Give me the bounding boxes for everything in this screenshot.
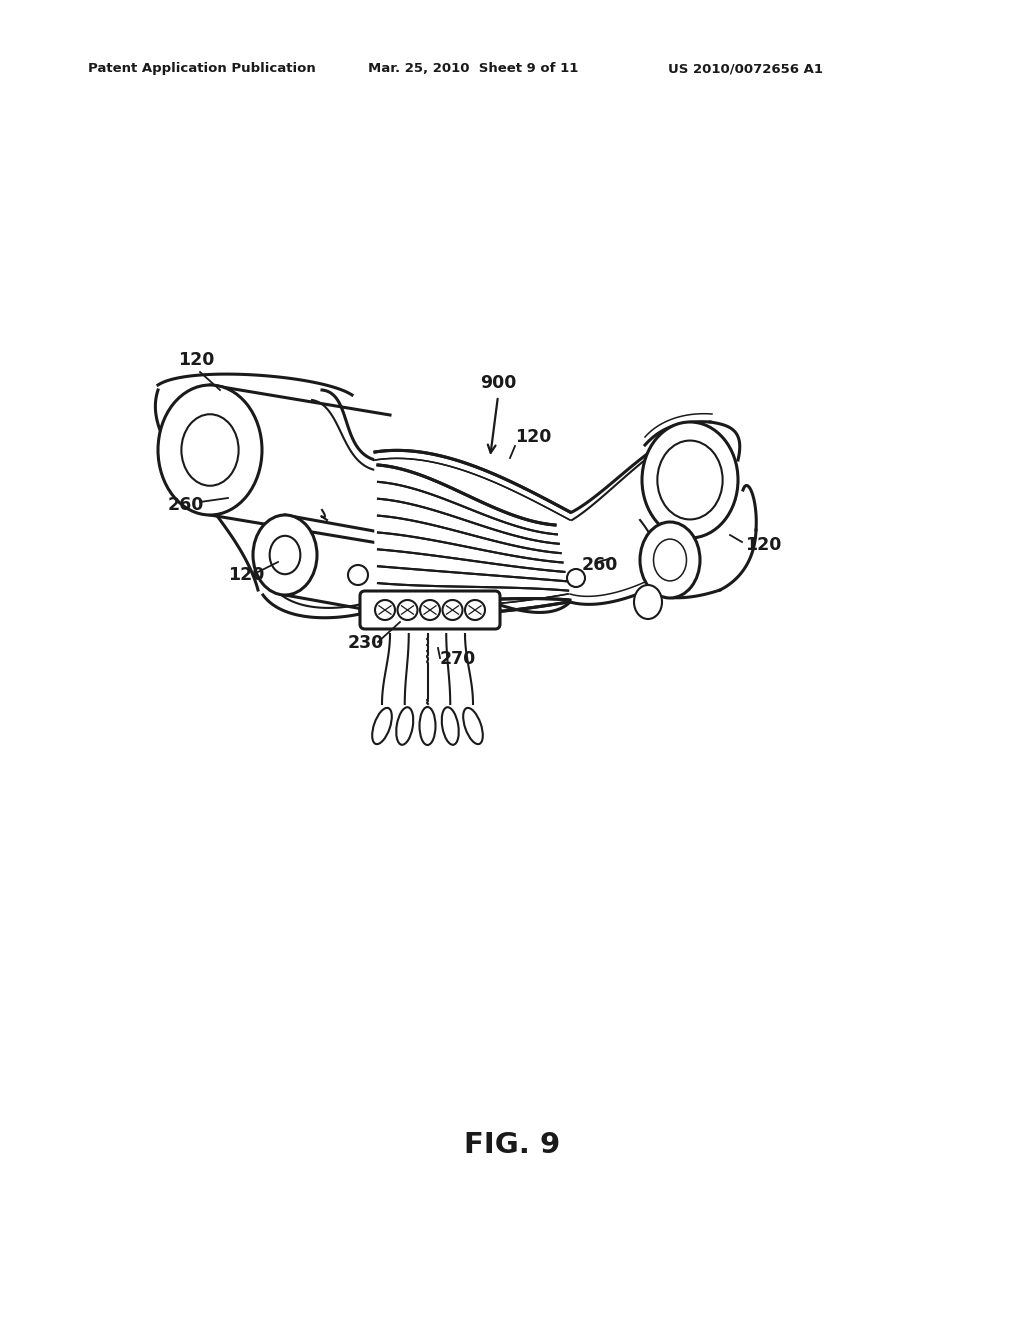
Ellipse shape [269, 536, 300, 574]
Ellipse shape [653, 539, 686, 581]
Text: 120: 120 [228, 566, 264, 583]
Circle shape [567, 569, 585, 587]
Circle shape [375, 601, 395, 620]
Text: 230: 230 [348, 634, 384, 652]
Circle shape [348, 565, 368, 585]
Text: 260: 260 [168, 496, 205, 513]
Text: Patent Application Publication: Patent Application Publication [88, 62, 315, 75]
Ellipse shape [441, 708, 459, 744]
Text: 270: 270 [440, 649, 476, 668]
Text: Mar. 25, 2010  Sheet 9 of 11: Mar. 25, 2010 Sheet 9 of 11 [368, 62, 579, 75]
Text: 120: 120 [178, 351, 214, 370]
Polygon shape [375, 450, 570, 614]
Text: 900: 900 [480, 374, 516, 392]
Polygon shape [570, 451, 650, 605]
Ellipse shape [396, 708, 414, 744]
Ellipse shape [640, 521, 700, 598]
Circle shape [465, 601, 485, 620]
Text: FIG. 9: FIG. 9 [464, 1131, 560, 1159]
Ellipse shape [158, 385, 262, 515]
Circle shape [397, 601, 418, 620]
Ellipse shape [181, 414, 239, 486]
Circle shape [442, 601, 463, 620]
Text: 120: 120 [745, 536, 781, 554]
Ellipse shape [657, 441, 723, 520]
Ellipse shape [463, 708, 482, 744]
Circle shape [420, 601, 440, 620]
Text: 120: 120 [515, 428, 551, 446]
Ellipse shape [420, 708, 435, 744]
FancyBboxPatch shape [360, 591, 500, 630]
Ellipse shape [253, 515, 317, 595]
Ellipse shape [642, 422, 738, 539]
Ellipse shape [372, 708, 392, 744]
Ellipse shape [634, 585, 662, 619]
Text: 260: 260 [582, 556, 618, 574]
Text: US 2010/0072656 A1: US 2010/0072656 A1 [668, 62, 823, 75]
